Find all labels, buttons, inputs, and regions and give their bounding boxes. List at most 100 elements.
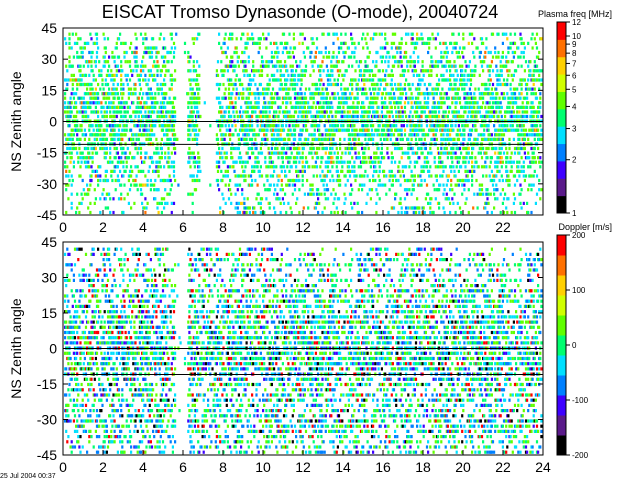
echo-cell bbox=[358, 133, 361, 137]
echo-cell bbox=[274, 114, 277, 119]
echo-cell bbox=[438, 160, 441, 164]
echo-cell bbox=[142, 78, 145, 82]
echo-cell bbox=[145, 37, 148, 41]
echo-cell bbox=[289, 128, 292, 132]
echo-cell bbox=[345, 69, 348, 73]
echo-cell bbox=[397, 105, 400, 109]
echo-cell bbox=[266, 174, 269, 178]
echo-cell bbox=[246, 197, 249, 201]
echo-cell bbox=[425, 156, 429, 160]
echo-cell bbox=[308, 151, 311, 155]
echo-cell bbox=[142, 124, 145, 128]
echo-cell bbox=[132, 92, 135, 96]
echo-cell bbox=[134, 87, 137, 91]
echo-cell bbox=[115, 114, 118, 119]
echo-cell bbox=[251, 124, 254, 128]
echo-cell bbox=[460, 151, 463, 155]
echo-cell bbox=[264, 137, 267, 141]
echo-cell bbox=[256, 41, 259, 45]
echo-cell bbox=[220, 151, 223, 155]
echo-cell bbox=[154, 96, 157, 100]
echo-cell bbox=[311, 82, 314, 87]
echo-cell bbox=[242, 110, 245, 114]
echo-cell bbox=[390, 128, 393, 132]
echo-cell bbox=[127, 178, 130, 183]
echo-cell bbox=[450, 73, 453, 77]
echo-cell bbox=[456, 128, 459, 132]
echo-cell bbox=[396, 137, 399, 141]
echo-cell bbox=[407, 178, 410, 183]
echo-cell bbox=[170, 151, 173, 155]
echo-cell bbox=[406, 192, 409, 196]
echo-cell bbox=[457, 32, 460, 36]
echo-cell bbox=[136, 110, 139, 114]
echo-cell bbox=[120, 101, 123, 105]
echo-cell bbox=[128, 64, 132, 68]
echo-cell bbox=[256, 183, 259, 187]
echo-cell bbox=[475, 128, 478, 132]
echo-cell bbox=[322, 146, 325, 151]
echo-cell bbox=[69, 114, 72, 119]
echo-cell bbox=[76, 137, 79, 141]
echo-cell bbox=[429, 37, 432, 41]
echo-cell bbox=[509, 124, 512, 128]
echo-cell bbox=[410, 92, 413, 96]
echo-cell bbox=[157, 210, 160, 215]
echo-cell bbox=[500, 133, 503, 137]
echo-cell bbox=[164, 46, 167, 50]
echo-cell bbox=[339, 105, 342, 109]
echo-cell bbox=[496, 69, 499, 73]
echo-cell bbox=[196, 174, 199, 178]
echo-cell bbox=[270, 73, 273, 77]
echo-cell bbox=[130, 174, 133, 178]
echo-cell bbox=[498, 78, 501, 82]
echo-cell bbox=[231, 133, 234, 137]
echo-cell bbox=[351, 206, 354, 210]
echo-cell bbox=[121, 174, 124, 178]
echo-cell bbox=[145, 50, 148, 55]
echo-cell bbox=[83, 41, 86, 45]
echo-cell bbox=[325, 110, 328, 114]
echo-cell bbox=[329, 178, 332, 183]
echo-cell bbox=[427, 105, 430, 109]
echo-cell bbox=[238, 78, 242, 82]
echo-cell bbox=[301, 128, 304, 132]
echo-cell bbox=[374, 178, 377, 183]
echo-cell bbox=[373, 169, 376, 173]
echo-cell bbox=[88, 156, 91, 160]
echo-cell bbox=[318, 50, 321, 55]
echo-cell bbox=[314, 92, 317, 96]
echo-cell bbox=[313, 133, 316, 137]
echo-cell bbox=[244, 110, 247, 114]
echo-cell bbox=[324, 46, 327, 50]
echo-cell bbox=[112, 101, 115, 105]
echo-cell bbox=[265, 37, 268, 41]
echo-cell bbox=[407, 137, 410, 141]
echo-cell bbox=[497, 114, 500, 119]
echo-cell bbox=[505, 55, 508, 59]
echo-cell bbox=[394, 105, 397, 109]
echo-cell bbox=[417, 60, 420, 64]
echo-cell bbox=[253, 128, 256, 132]
echo-cell bbox=[285, 124, 288, 128]
echo-cell bbox=[340, 32, 343, 36]
echo-cell bbox=[104, 82, 107, 87]
echo-cell bbox=[265, 133, 268, 137]
echo-cell bbox=[150, 50, 154, 55]
echo-cell bbox=[399, 50, 402, 55]
echo-cell bbox=[430, 124, 433, 128]
echo-cell bbox=[298, 178, 301, 183]
echo-cell bbox=[169, 188, 172, 192]
echo-cell bbox=[433, 188, 436, 192]
echo-cell bbox=[390, 151, 393, 155]
echo-cell bbox=[163, 60, 166, 64]
echo-cell bbox=[260, 197, 264, 201]
echo-cell bbox=[388, 188, 391, 192]
echo-cell bbox=[399, 183, 402, 187]
echo-cell bbox=[411, 114, 414, 119]
echo-cell bbox=[170, 46, 173, 50]
echo-cell bbox=[253, 206, 256, 210]
echo-cell bbox=[376, 50, 379, 55]
echo-cell bbox=[387, 92, 390, 96]
echo-cell bbox=[191, 178, 194, 183]
